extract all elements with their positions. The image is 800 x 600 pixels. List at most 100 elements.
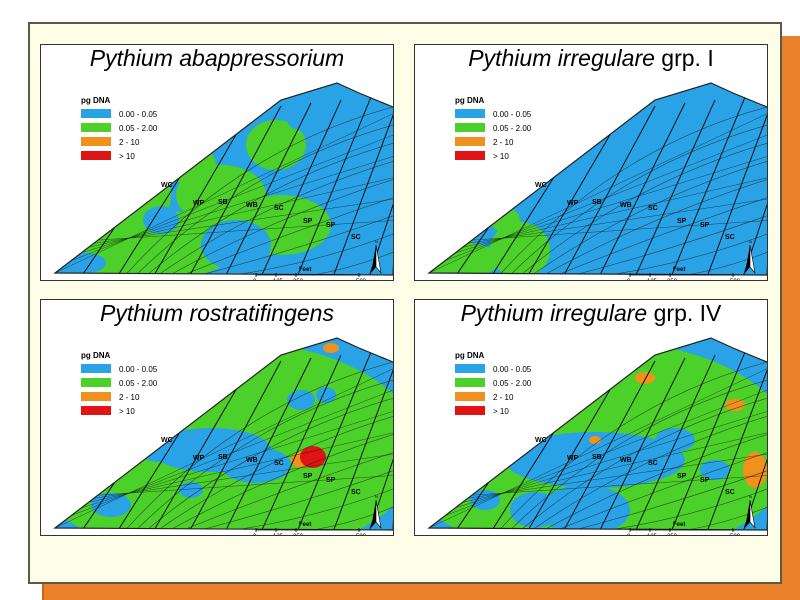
- legend-swatch: [81, 378, 111, 387]
- contour-line: [190, 230, 393, 275]
- legend-label: 2 - 10: [119, 138, 140, 147]
- grid-line: [562, 360, 656, 530]
- dna-patch: [71, 240, 191, 275]
- grid-line: [296, 96, 372, 275]
- grid-line: [55, 153, 393, 262]
- contour-line: [180, 212, 393, 275]
- contour-line: [120, 359, 393, 530]
- zone-label: SB: [218, 454, 228, 461]
- scale-tick-label: 250: [293, 534, 304, 536]
- map-panel-rostratifingens: Pythium rostratifingens pg DNA 0.00 - 0.05…: [40, 299, 394, 536]
- grid-line: [55, 386, 393, 523]
- species-name: Pythium irregulare: [460, 300, 648, 326]
- dna-patch: [287, 390, 315, 410]
- zone-label: SP: [326, 222, 336, 229]
- grid-line: [634, 99, 716, 275]
- dna-patch: [577, 533, 633, 536]
- grid-line: [368, 90, 393, 275]
- panel-title: Pythium rostratifingens: [41, 300, 393, 326]
- legend-swatch: [81, 109, 111, 118]
- scale-tick-label: 500: [356, 534, 367, 536]
- slide-card: Pythium abappressorium pg DNA 0.00 - 0.05 0…: [28, 22, 782, 584]
- legend-label: 0.05 - 2.00: [493, 379, 532, 388]
- grid-line: [55, 408, 393, 517]
- dna-patch: [589, 436, 601, 444]
- zone-label: SP: [700, 477, 710, 484]
- grid-line: [55, 364, 393, 529]
- zone-label: SP: [303, 473, 313, 480]
- legend-label: 2 - 10: [493, 393, 514, 402]
- grid-line: [55, 219, 393, 244]
- legend-label: 0.05 - 2.00: [119, 379, 158, 388]
- contour-line: [190, 485, 393, 530]
- contour-line: [140, 395, 393, 530]
- north-arrow-icon: N: [745, 494, 756, 530]
- grid-line: [188, 105, 282, 275]
- grid-line: [706, 93, 767, 275]
- north-arrow-icon: N: [745, 239, 756, 275]
- grid-line: [429, 474, 767, 499]
- scale-bar: Feet 0 125 250 500: [627, 267, 741, 280]
- legend-title: pg DNA: [81, 96, 111, 105]
- grid-line: [670, 96, 746, 275]
- grid-line: [742, 90, 767, 275]
- scale-tick-label: 0: [253, 534, 257, 536]
- dna-patch: [725, 399, 745, 411]
- field-fill: [55, 83, 393, 275]
- grid-line: [55, 175, 393, 256]
- grid-line: [526, 363, 626, 530]
- contour-line: [180, 467, 393, 530]
- zone-label: SC: [274, 460, 284, 467]
- legend-swatch: [81, 137, 111, 146]
- zone-label: SP: [700, 222, 710, 229]
- north-label: N: [375, 239, 378, 244]
- grid-line: [429, 175, 767, 256]
- legend-swatch: [455, 137, 485, 146]
- legend-swatch: [81, 364, 111, 373]
- legend-swatch: [455, 109, 485, 118]
- legend-label: 0.05 - 2.00: [119, 124, 158, 133]
- contour-line: [544, 449, 767, 530]
- dna-patch: [700, 460, 730, 480]
- panel-title: Pythium irregulare grp. I: [415, 45, 767, 71]
- legend-label: 2 - 10: [119, 393, 140, 402]
- legend-swatch: [455, 123, 485, 132]
- zone-label: WC: [535, 182, 547, 189]
- grid-line: [332, 93, 393, 275]
- dna-patch: [143, 206, 179, 234]
- grid-line: [152, 363, 252, 530]
- field-border: [427, 337, 767, 531]
- grid-line: [55, 131, 393, 268]
- contour-line: [564, 485, 767, 530]
- contour-line: [130, 122, 393, 275]
- zone-label: WP: [567, 455, 579, 462]
- field-border: [53, 337, 393, 531]
- grid-line: [526, 108, 626, 275]
- zone-label: SC: [648, 460, 658, 467]
- grid-line: [55, 430, 393, 511]
- dna-patch: [246, 120, 306, 170]
- scale-bar: Feet 0 125 250 500: [253, 267, 367, 281]
- dna-patch: [91, 493, 131, 517]
- dna-patch: [179, 482, 203, 498]
- scale-title: Feet: [299, 522, 311, 528]
- dna-patch: [166, 145, 216, 185]
- contour-line: [514, 140, 767, 275]
- scale-tick-label: 125: [273, 279, 284, 281]
- dna-patch: [66, 253, 106, 273]
- zone-label: SB: [592, 199, 602, 206]
- zone-label: SC: [351, 489, 361, 496]
- map-panel-abappressorium: Pythium abappressorium pg DNA 0.00 - 0.05 0…: [40, 44, 394, 281]
- field-border: [427, 82, 767, 276]
- grid-line: [742, 345, 767, 530]
- legend-swatch: [455, 364, 485, 373]
- field-fill: [429, 83, 767, 275]
- zone-label: SP: [677, 218, 687, 225]
- legend-label: 0.05 - 2.00: [493, 124, 532, 133]
- zone-label: WP: [567, 200, 579, 207]
- grid-line: [634, 354, 716, 530]
- zone-label: SC: [274, 205, 284, 212]
- grid-line: [55, 109, 393, 274]
- panel-title: Pythium abappressorium: [41, 45, 393, 71]
- north-label: N: [749, 239, 752, 244]
